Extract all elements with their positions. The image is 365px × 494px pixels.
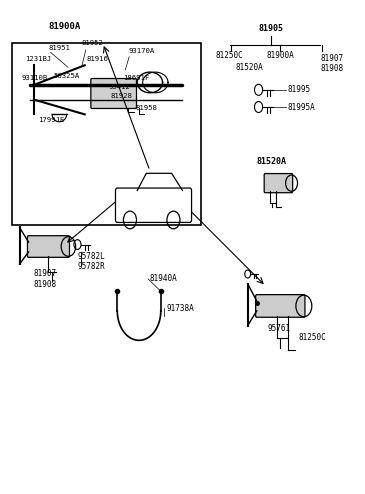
Text: 81907
81908: 81907 81908: [34, 269, 57, 288]
Text: 81951: 81951: [49, 45, 70, 51]
Text: 1231BJ: 1231BJ: [25, 56, 51, 62]
Text: 81940A: 81940A: [150, 275, 178, 284]
Text: 81958: 81958: [135, 105, 157, 111]
Text: 81916: 81916: [87, 56, 108, 62]
FancyBboxPatch shape: [91, 79, 137, 109]
Text: 81905: 81905: [259, 24, 284, 33]
Text: 93110B: 93110B: [21, 75, 47, 81]
Text: 93170A: 93170A: [128, 47, 154, 53]
Text: 81250C: 81250C: [216, 50, 243, 59]
Text: 81900A: 81900A: [49, 22, 81, 31]
Text: 81907
81908: 81907 81908: [320, 54, 343, 73]
Text: 81520A: 81520A: [256, 157, 286, 166]
Bar: [12, 43, 201, 225]
Text: 95761: 95761: [268, 324, 291, 332]
Text: 95412: 95412: [108, 84, 130, 90]
Text: 81995: 81995: [288, 85, 311, 94]
Text: 81900A: 81900A: [266, 50, 294, 59]
Text: 1799JE: 1799JE: [38, 117, 64, 124]
Text: 81250C: 81250C: [299, 333, 326, 342]
Text: 56325A: 56325A: [54, 73, 80, 79]
FancyBboxPatch shape: [264, 173, 293, 193]
FancyBboxPatch shape: [27, 236, 69, 257]
FancyBboxPatch shape: [115, 188, 192, 222]
Text: 91738A: 91738A: [166, 304, 194, 313]
Text: 18691F: 18691F: [123, 75, 149, 81]
Text: 81520A: 81520A: [236, 63, 264, 72]
Text: 81928: 81928: [110, 93, 132, 99]
Text: 81995A: 81995A: [288, 102, 315, 112]
Text: 95782L
95782R: 95782L 95782R: [77, 252, 105, 271]
Text: 81952: 81952: [81, 40, 103, 46]
FancyBboxPatch shape: [255, 294, 305, 317]
